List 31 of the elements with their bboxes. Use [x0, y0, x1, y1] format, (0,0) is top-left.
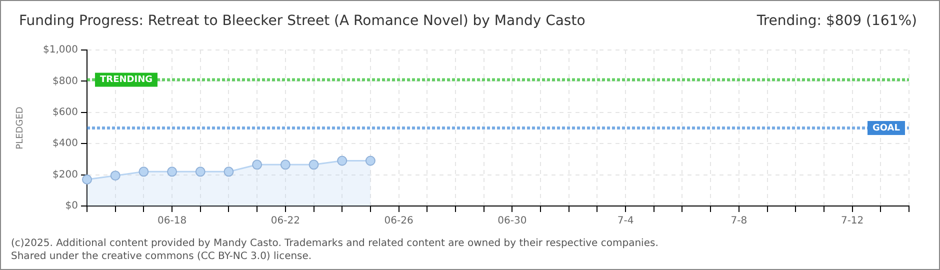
- chart-title: Funding Progress: Retreat to Bleecker Street (A Romance Novel) by Mandy Casto: [19, 13, 586, 29]
- point: [337, 156, 348, 166]
- x-tick-label: 7-8: [730, 216, 748, 227]
- point: [365, 156, 376, 166]
- text: Shared under the creative commons (CC BY-NC 3.0) license.: [11, 250, 313, 263]
- y-tick-label: $1,000: [43, 44, 78, 56]
- x-tick-label: 06-30: [498, 216, 527, 227]
- y-tick-label: $0: [65, 200, 78, 212]
- point: [138, 166, 149, 177]
- point: [110, 170, 120, 181]
- y-tick-label: $600: [52, 106, 78, 118]
- x-tick-label: 7-12: [840, 216, 864, 227]
- chart-subtitle: Trending: $809 (161%): [756, 13, 917, 29]
- point: [195, 166, 206, 177]
- x-tick-label: 06-18: [158, 216, 187, 227]
- x-tick-label: 06-22: [270, 216, 300, 227]
- x-tick-label: 7-4: [617, 216, 634, 227]
- ref-line-label: GOAL: [872, 123, 900, 134]
- point: [280, 160, 290, 170]
- point: [252, 160, 262, 170]
- y-tick-label: $200: [52, 169, 78, 180]
- point: [82, 174, 92, 184]
- point: [308, 160, 319, 170]
- ref-line-label: TRENDING: [100, 75, 152, 86]
- text: (c)2025. Additional content provided by Mandy Casto. Trademarks and related content are owned by their respective companies.: [11, 237, 658, 250]
- y-tick-label: $400: [52, 138, 78, 150]
- point: [224, 166, 234, 177]
- point: [167, 166, 178, 177]
- y-tick-label: $800: [52, 76, 78, 87]
- y-axis-title: PLEDGED: [16, 106, 26, 150]
- x-tick-label: 06-26: [384, 216, 414, 227]
